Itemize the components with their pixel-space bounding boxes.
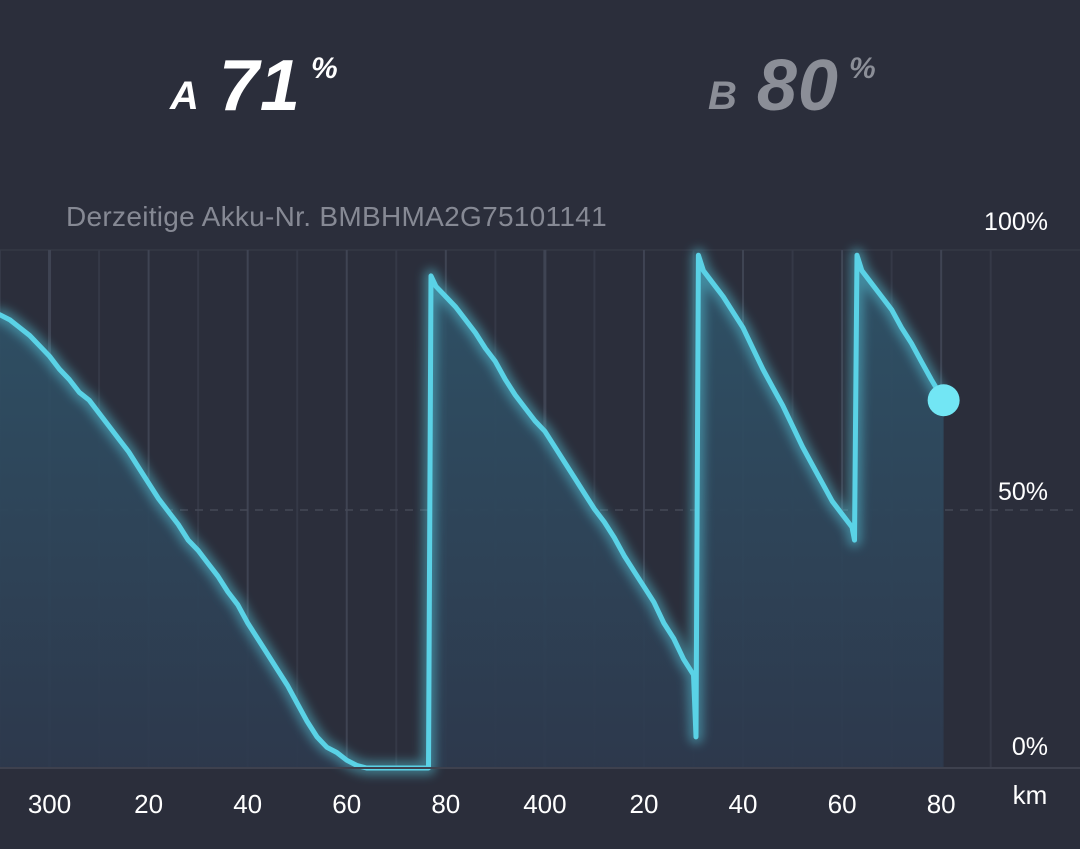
battery-a-percentage: 71 bbox=[218, 46, 301, 126]
x-tick-label: 60 bbox=[828, 789, 857, 819]
x-axis-unit: km bbox=[1013, 780, 1048, 810]
y-tick-label: 0% bbox=[1012, 733, 1048, 761]
x-tick-label: 20 bbox=[134, 789, 163, 819]
x-tick-label: 400 bbox=[523, 789, 566, 819]
battery-a-indicator[interactable]: A 71 % bbox=[170, 40, 338, 132]
x-tick-label: 60 bbox=[332, 789, 361, 819]
battery-line bbox=[0, 252, 947, 771]
battery-b-percentage: 80 bbox=[756, 46, 839, 126]
current-battery-label: Derzeitige Akku-Nr. BMBHMA2G75101141 bbox=[66, 201, 607, 232]
battery-b-indicator[interactable]: B 80 % bbox=[708, 40, 876, 132]
battery-a-unit: % bbox=[310, 52, 338, 85]
battery-area-fill bbox=[0, 255, 944, 768]
x-tick-label: 20 bbox=[629, 789, 658, 819]
y-tick-label: 50% bbox=[998, 478, 1048, 506]
x-tick-label: 40 bbox=[729, 789, 758, 819]
battery-b-letter: B bbox=[708, 74, 737, 118]
battery-b-unit: % bbox=[848, 52, 876, 85]
current-level-marker[interactable] bbox=[927, 384, 960, 417]
x-axis-labels: 300 20 40 60 80 400 20 40 60 80 bbox=[28, 789, 956, 819]
y-axis-labels: 100% 50% 0% bbox=[984, 208, 1048, 761]
y-tick-label: 100% bbox=[984, 208, 1048, 236]
battery-a-letter: A bbox=[170, 74, 199, 118]
x-tick-label: 300 bbox=[28, 789, 71, 819]
x-tick-label: 40 bbox=[233, 789, 262, 819]
x-tick-label: 80 bbox=[431, 789, 460, 819]
x-tick-label: 80 bbox=[927, 789, 956, 819]
